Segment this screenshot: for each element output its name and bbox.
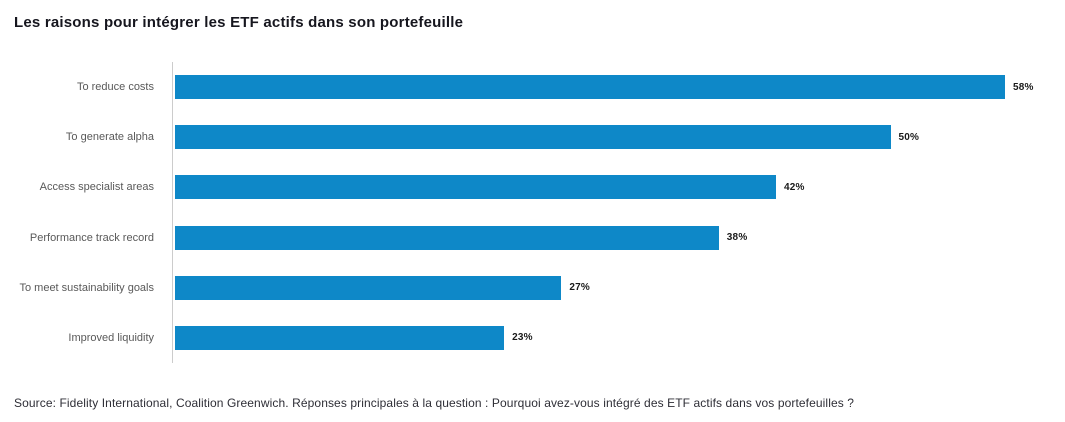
bar-row: Performance track record 38% [0, 212, 1065, 262]
bar [175, 125, 891, 150]
bar-track: 38% [175, 225, 748, 250]
value-label: 58% [1013, 81, 1034, 93]
value-label: 23% [512, 332, 533, 344]
bar-track: 42% [175, 175, 805, 200]
y-axis-line [172, 62, 173, 363]
bar-track: 23% [175, 325, 533, 350]
value-label: 38% [726, 232, 748, 244]
bar-track: 50% [175, 125, 920, 150]
category-label: Improved liquidity [68, 331, 154, 344]
bar-row: To reduce costs 58% [0, 62, 1065, 112]
bar-row: Improved liquidity 23% [0, 313, 1065, 363]
bar-rows: To reduce costs 58% To generate alpha 50% Ac… [0, 62, 1065, 363]
bar-track: 27% [175, 275, 591, 300]
bar-track: 58% [175, 75, 1034, 100]
bar [175, 175, 776, 200]
category-label: To generate alpha [65, 131, 154, 144]
category-label: Access specialist areas [39, 181, 154, 194]
source-note: Source: Fidelity International, Coalitio… [14, 396, 855, 410]
bar-row: To meet sustainability goals 27% [0, 263, 1065, 313]
category-label: To reduce costs [76, 81, 154, 94]
bar-row: To generate alpha 50% [0, 112, 1065, 162]
category-label: Performance track record [29, 231, 154, 244]
bar [175, 75, 1005, 100]
value-label: 27% [569, 282, 591, 294]
value-label: 42% [784, 181, 805, 193]
bar [175, 225, 719, 250]
bar-chart: To reduce costs 58% To generate alpha 50% Ac… [0, 62, 1065, 363]
chart-title: Les raisons pour intégrer les ETF actifs… [14, 14, 464, 31]
value-label: 50% [898, 131, 920, 143]
bar [175, 275, 562, 300]
category-label: To meet sustainability goals [19, 281, 154, 294]
bar [175, 325, 505, 350]
bar-row: Access specialist areas 42% [0, 162, 1065, 212]
